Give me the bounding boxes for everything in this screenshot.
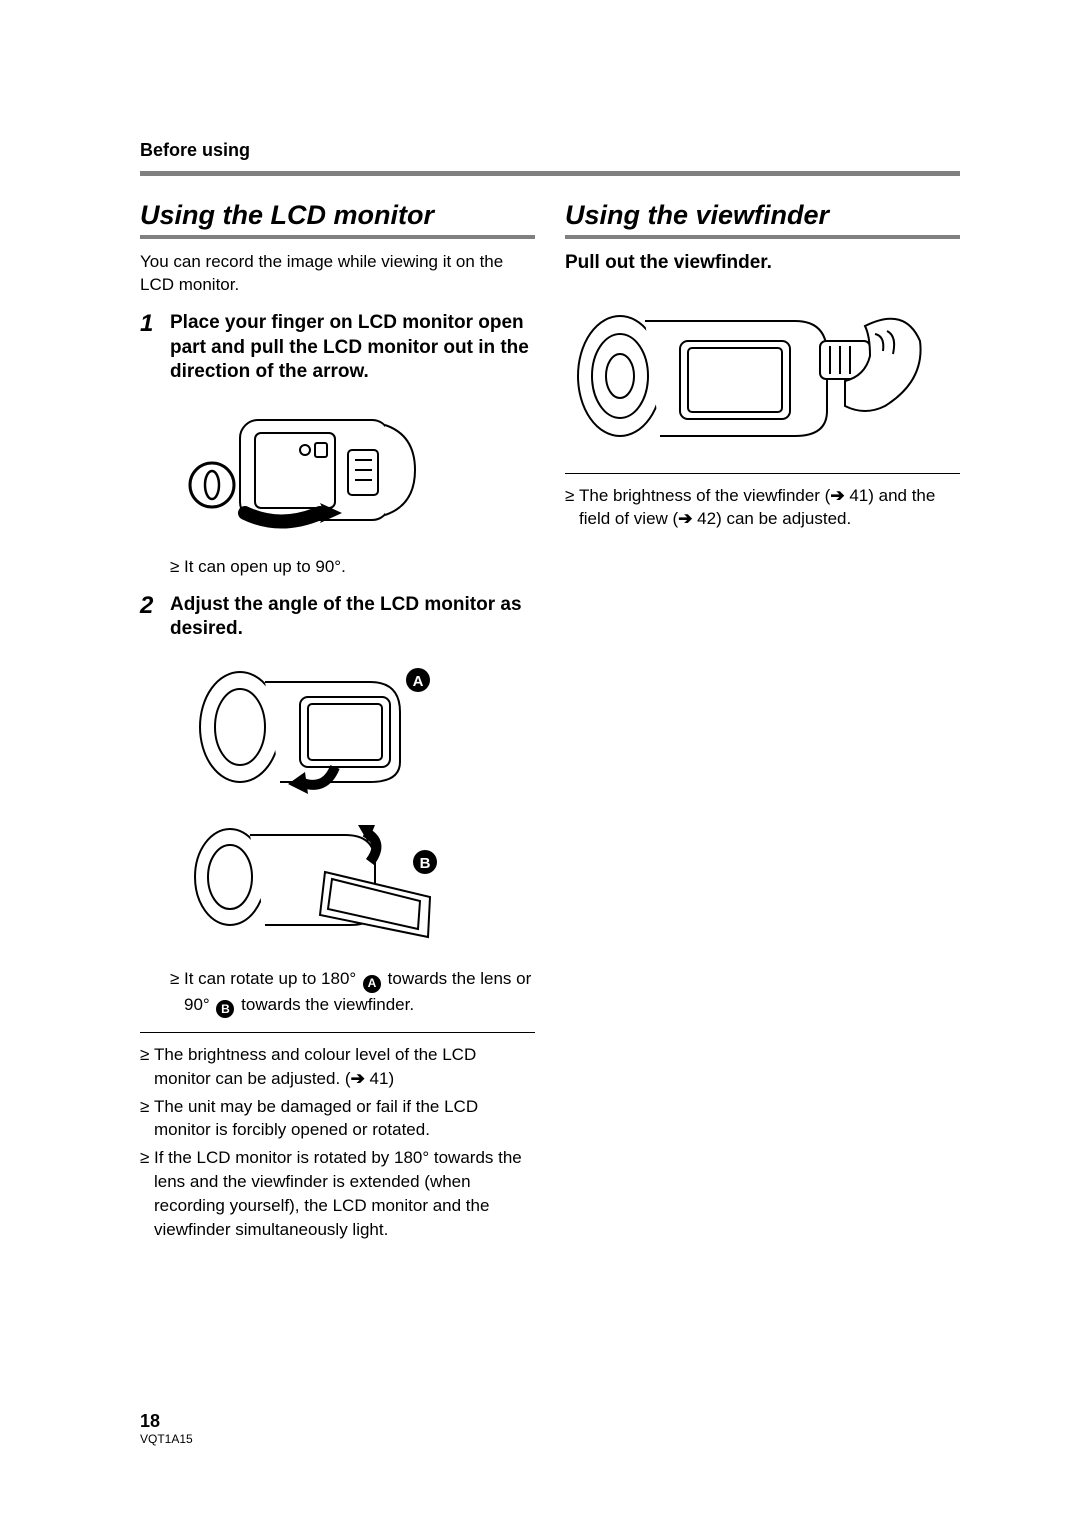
- rotate-note-text: It can rotate up to 180° A towards the l…: [184, 967, 535, 1018]
- illustration-lcd-open: [170, 395, 535, 545]
- bullet-icon: ≥: [140, 1146, 154, 1241]
- rotate-note: ≥ It can rotate up to 180° A towards the…: [170, 967, 535, 1018]
- step-2-num: 2: [140, 593, 170, 642]
- label-a-icon: A: [363, 975, 381, 993]
- viewfinder-note: The brightness of the viewfinder (➔ 41) …: [579, 484, 960, 532]
- step-2-text: Adjust the angle of the LCD monitor as d…: [170, 593, 535, 642]
- thin-rule-right: [565, 473, 960, 474]
- viewfinder-heading: Using the viewfinder: [565, 200, 960, 231]
- viewfinder-notes: ≥ The brightness of the viewfinder (➔ 41…: [565, 484, 960, 532]
- bullet-icon: ≥: [170, 555, 184, 579]
- bullet-icon: ≥: [170, 967, 184, 1018]
- lcd-note-1: The brightness and colour level of the L…: [154, 1043, 535, 1091]
- doc-id: VQT1A15: [140, 1432, 193, 1446]
- label-b-svg: B: [420, 855, 431, 872]
- arrow-icon: ➔: [678, 509, 692, 528]
- left-column: Using the LCD monitor You can record the…: [140, 200, 535, 1245]
- step-1-num: 1: [140, 311, 170, 385]
- right-column: Using the viewfinder Pull out the viewfi…: [565, 200, 960, 1245]
- step-2: 2 Adjust the angle of the LCD monitor as…: [140, 593, 535, 642]
- lcd-note-3: If the LCD monitor is rotated by 180° to…: [154, 1146, 535, 1241]
- lcd-heading-rule: [140, 235, 535, 239]
- arrow-icon: ➔: [351, 1069, 365, 1088]
- illustration-lcd-angle-a: A: [170, 652, 535, 802]
- bullet-icon: ≥: [140, 1095, 154, 1143]
- lcd-note-2: The unit may be damaged or fail if the L…: [154, 1095, 535, 1143]
- thin-rule-left: [140, 1032, 535, 1033]
- top-rule: [140, 171, 960, 176]
- step-1-text: Place your finger on LCD monitor open pa…: [170, 311, 535, 385]
- bullet-icon: ≥: [565, 484, 579, 532]
- viewfinder-sub-heading: Pull out the viewfinder.: [565, 251, 960, 276]
- lcd-heading: Using the LCD monitor: [140, 200, 535, 231]
- viewfinder-heading-rule: [565, 235, 960, 239]
- arrow-icon: ➔: [830, 486, 844, 505]
- label-b-icon: B: [216, 1000, 234, 1018]
- lcd-notes: ≥ The brightness and colour level of the…: [140, 1043, 535, 1241]
- step-1-note: ≥ It can open up to 90°.: [170, 555, 535, 579]
- page-number: 18: [140, 1411, 193, 1432]
- bullet-icon: ≥: [140, 1043, 154, 1091]
- label-a-svg: A: [413, 673, 424, 690]
- step-1-note-text: It can open up to 90°.: [184, 555, 346, 579]
- lcd-intro: You can record the image while viewing i…: [140, 251, 535, 297]
- illustration-viewfinder: [565, 286, 960, 461]
- section-label: Before using: [140, 140, 960, 161]
- page-footer: 18 VQT1A15: [140, 1411, 193, 1446]
- step-1: 1 Place your finger on LCD monitor open …: [140, 311, 535, 385]
- illustration-lcd-angle-b: B: [170, 807, 535, 957]
